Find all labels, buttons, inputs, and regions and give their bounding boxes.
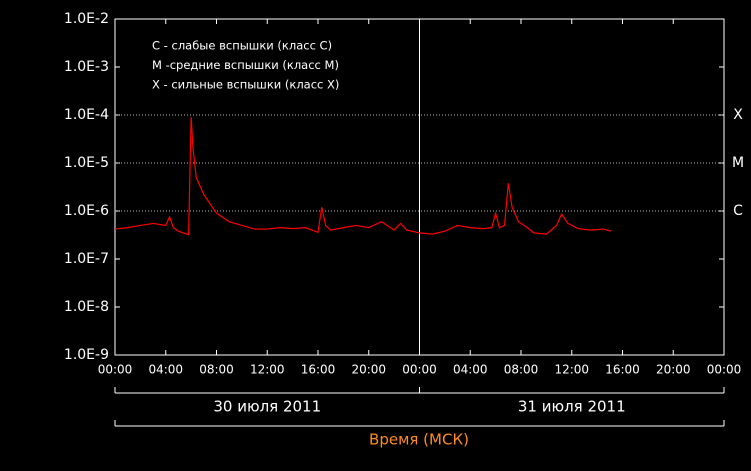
legend-text: X - сильные вспышки (класс X): [152, 78, 339, 92]
series-line: [114, 117, 612, 236]
y-tick-label: 1.0E-9: [64, 347, 109, 363]
y-tick-label: 1.0E-8: [64, 299, 109, 315]
x-tick-label: 04:00: [453, 363, 488, 377]
class-level-label: C: [733, 203, 743, 219]
x-tick-label: 04:00: [148, 363, 183, 377]
y-tick-label: 1.0E-7: [64, 251, 109, 267]
day-label: 30 июля 2011: [213, 398, 321, 416]
x-tick-label: 00:00: [98, 363, 133, 377]
day-label: 31 июля 2011: [518, 398, 626, 416]
x-tick-label: 20:00: [351, 363, 386, 377]
x-tick-label: 08:00: [199, 363, 234, 377]
y-tick-label: 1.0E-5: [64, 155, 109, 171]
legend-text: C - слабые вспышки (класс C): [152, 39, 332, 53]
class-level-label: X: [733, 107, 743, 123]
x-tick-label: 16:00: [301, 363, 336, 377]
x-tick-label: 16:00: [605, 363, 640, 377]
legend-text: M -средние вспышки (класс M): [152, 58, 339, 72]
x-tick-label: 12:00: [554, 363, 589, 377]
x-tick-label: 00:00: [402, 363, 437, 377]
y-tick-label: 1.0E-4: [64, 107, 109, 123]
x-tick-label: 08:00: [504, 363, 539, 377]
class-level-label: M: [732, 155, 744, 171]
x-axis-label: Время (МСК): [369, 431, 469, 449]
y-tick-label: 1.0E-3: [64, 59, 109, 75]
x-tick-label: 12:00: [250, 363, 285, 377]
y-tick-label: 1.0E-6: [64, 203, 109, 219]
x-tick-label: 00:00: [707, 363, 742, 377]
y-tick-label: 1.0E-2: [64, 11, 109, 27]
x-tick-label: 20:00: [656, 363, 691, 377]
